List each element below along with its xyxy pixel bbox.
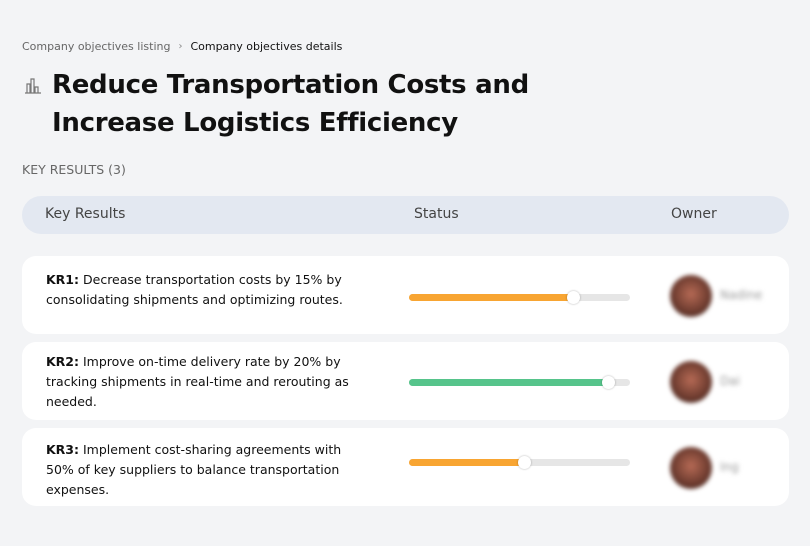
breadcrumb-current: Company objectives details bbox=[190, 40, 343, 53]
owner-name: Nadine bbox=[720, 288, 763, 302]
progress-knob[interactable] bbox=[517, 456, 531, 469]
key-result-text: KR2: Improve on-time delivery rate by 20… bbox=[46, 354, 349, 409]
breadcrumb-separator: › bbox=[178, 41, 183, 52]
table-row[interactable]: KR2: Improve on-time delivery rate by 20… bbox=[22, 342, 789, 420]
progress-fill bbox=[409, 459, 524, 466]
progress-bar bbox=[409, 456, 630, 469]
progress-bar bbox=[409, 291, 630, 304]
section-label: KEY RESULTS (3) bbox=[22, 162, 126, 177]
table-header: Key Results Status Owner bbox=[22, 196, 789, 234]
owner-name: Dai bbox=[720, 374, 740, 388]
breadcrumb-parent-link[interactable]: Company objectives listing bbox=[22, 40, 171, 53]
breadcrumb: Company objectives listing › Company obj… bbox=[22, 40, 342, 53]
avatar bbox=[670, 361, 712, 403]
key-result-text: KR3: Implement cost-sharing agreements w… bbox=[46, 442, 342, 497]
header-key-results: Key Results bbox=[45, 206, 126, 222]
table-row[interactable]: KR1: Decrease transportation costs by 15… bbox=[22, 256, 789, 334]
progress-knob[interactable] bbox=[601, 376, 615, 389]
owner-name: Ing bbox=[720, 460, 739, 474]
table-row[interactable]: KR3: Implement cost-sharing agreements w… bbox=[22, 428, 789, 506]
progress-fill bbox=[409, 294, 573, 301]
header-owner: Owner bbox=[671, 206, 717, 222]
avatar bbox=[670, 447, 712, 489]
building-chart-icon bbox=[25, 78, 41, 94]
progress-fill bbox=[409, 379, 608, 386]
header-status: Status bbox=[414, 206, 459, 222]
key-result-text: KR1: Decrease transportation costs by 15… bbox=[46, 272, 343, 307]
progress-bar bbox=[409, 376, 630, 389]
page-title: Reduce Transportation Costs and Increase… bbox=[52, 70, 529, 138]
avatar bbox=[670, 275, 712, 317]
progress-knob[interactable] bbox=[566, 291, 580, 304]
